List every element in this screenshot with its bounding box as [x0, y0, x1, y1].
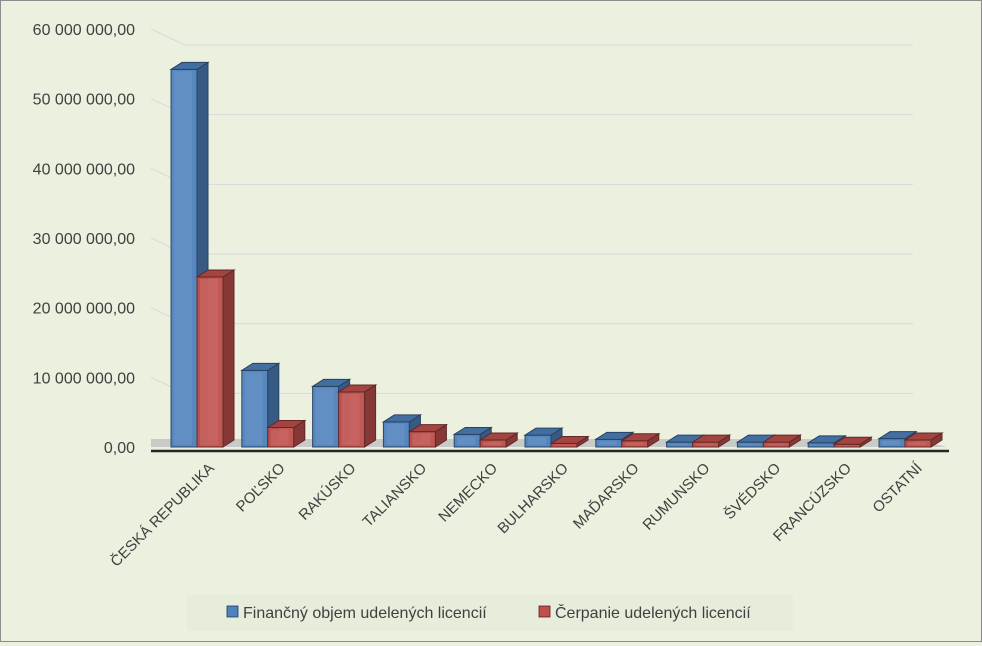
x-tick-label: NEMECKO: [435, 460, 501, 526]
y-tick-label: 40 000 000,00: [33, 161, 135, 178]
bar-2-2: [339, 385, 376, 447]
legend-swatch-series-1: [227, 606, 238, 617]
bars: [171, 62, 942, 447]
bar-2-3: [409, 425, 446, 447]
bar-2-1: [268, 420, 305, 447]
gridline: [151, 168, 913, 184]
x-tick-label: ČESKÁ REPUBLIKA: [107, 460, 217, 570]
y-tick-label: 60 000 000,00: [33, 22, 135, 39]
x-tick-label: RUMUNSKO: [640, 460, 714, 534]
x-tick-label: OSTATNÍ: [869, 459, 926, 516]
x-tick-label: POĽSKO: [233, 460, 289, 516]
y-tick-label: 10 000 000,00: [33, 370, 135, 387]
y-tick-label: 50 000 000,00: [33, 92, 135, 109]
legend-label-series-1: Finančný objem udelených licencií: [243, 605, 487, 622]
legend-label-series-2: Čerpanie udelených licencií: [555, 603, 751, 622]
x-tick-label: TALIANSKO: [359, 460, 430, 531]
x-tick-label: MAĎARSKO: [570, 460, 643, 533]
gridlines: [151, 29, 913, 393]
gridline: [151, 308, 913, 324]
gridline: [151, 29, 913, 45]
legend: Finančný objem udelených licencií Čerpan…: [187, 595, 793, 631]
x-tick-label: BULHARSKO: [494, 460, 571, 537]
x-tick-label: ŠVÉDSKO: [721, 460, 784, 523]
y-tick-label: 20 000 000,00: [33, 301, 135, 318]
gridline: [151, 99, 913, 115]
bar-2-0: [197, 270, 234, 447]
y-tick-label: 0,00: [104, 440, 135, 457]
y-tick-label: 30 000 000,00: [33, 231, 135, 248]
y-axis-ticks: 0,00 10 000 000,00 20 000 000,00 30 000 000…: [33, 22, 135, 457]
gridline: [151, 238, 913, 254]
legend-swatch-series-2: [539, 606, 550, 617]
x-tick-label: RAKÚSKO: [296, 460, 360, 524]
